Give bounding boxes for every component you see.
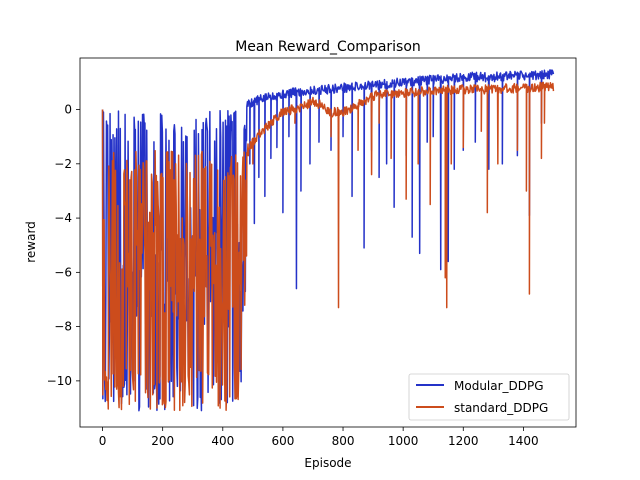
- y-tick-label: −2: [54, 157, 72, 171]
- y-axis-label: reward: [24, 221, 38, 263]
- x-tick-label: 600: [271, 434, 294, 448]
- legend-label-modular: Modular_DDPG: [454, 379, 544, 393]
- legend-box: [408, 373, 570, 421]
- y-tick-label: 0: [64, 103, 72, 117]
- series-line-standard: [101, 81, 555, 412]
- plot-frame: [79, 57, 577, 428]
- chart-title: Mean Reward_Comparison: [235, 39, 421, 55]
- x-tick-label: 1000: [388, 434, 419, 448]
- x-tick-label: 0: [99, 434, 107, 448]
- legend-label-standard: standard_DDPG: [454, 401, 548, 415]
- y-tick-label: −10: [47, 374, 72, 388]
- x-tick-label: 400: [211, 434, 234, 448]
- y-tick-label: −6: [54, 265, 72, 279]
- x-tick-label: 200: [151, 434, 174, 448]
- legend: Modular_DDPG standard_DDPG: [408, 373, 570, 421]
- x-tick-label: 1200: [448, 434, 479, 448]
- y-tick-label: −4: [54, 211, 72, 225]
- x-axis-label: Episode: [304, 456, 351, 470]
- x-tick-label: 1400: [508, 434, 539, 448]
- y-tick-label: −8: [54, 320, 72, 334]
- x-tick-label: 800: [332, 434, 355, 448]
